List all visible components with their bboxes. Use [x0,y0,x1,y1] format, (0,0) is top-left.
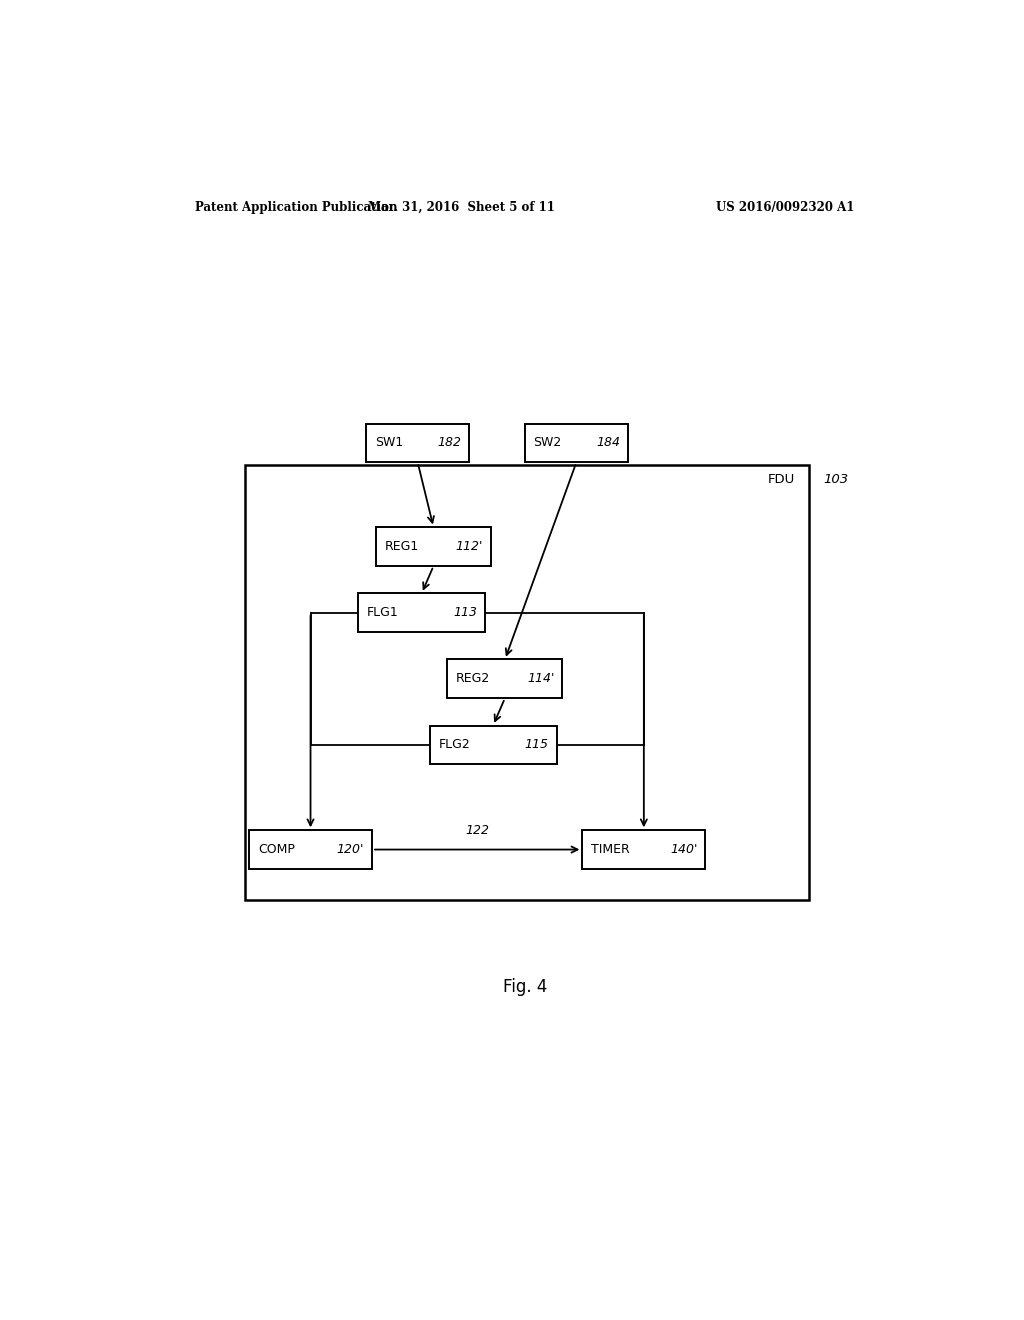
Text: Mar. 31, 2016  Sheet 5 of 11: Mar. 31, 2016 Sheet 5 of 11 [368,201,555,214]
Bar [430,726,557,764]
Bar [376,528,492,566]
Text: 184: 184 [596,437,620,450]
Text: 182: 182 [437,437,461,450]
Text: FLG2: FLG2 [438,738,470,751]
Text: Patent Application Publication: Patent Application Publication [196,201,398,214]
Text: REG2: REG2 [456,672,490,685]
Text: 113: 113 [454,606,477,619]
Bar [367,424,469,462]
Text: 122: 122 [465,825,489,837]
Text: 103: 103 [823,474,848,487]
Bar [524,424,628,462]
Text: 114': 114' [527,672,555,685]
Text: TIMER: TIMER [591,843,630,857]
Text: 120': 120' [337,843,365,857]
Text: 115: 115 [524,738,549,751]
Text: REG1: REG1 [385,540,419,553]
Text: 140': 140' [670,843,697,857]
Text: 112': 112' [456,540,483,553]
Bar [358,594,485,632]
Bar [447,660,562,698]
Text: FDU: FDU [767,474,795,487]
Bar [249,830,372,869]
Text: US 2016/0092320 A1: US 2016/0092320 A1 [716,201,854,214]
Bar [246,466,809,900]
Text: Fig. 4: Fig. 4 [503,978,547,995]
Text: SW2: SW2 [534,437,562,450]
Text: FLG1: FLG1 [367,606,398,619]
Text: COMP: COMP [258,843,295,857]
Bar [583,830,706,869]
Text: SW1: SW1 [375,437,403,450]
